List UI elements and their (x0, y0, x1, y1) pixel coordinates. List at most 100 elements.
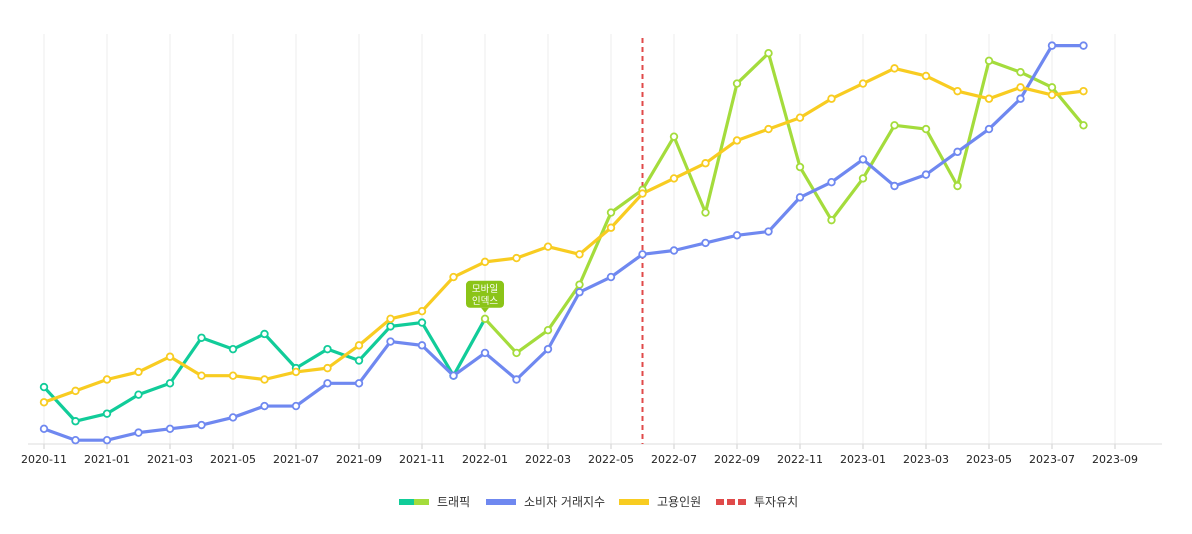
data-point[interactable] (386, 337, 395, 346)
data-point[interactable] (228, 371, 238, 380)
data-point[interactable] (449, 371, 458, 380)
data-point[interactable] (386, 314, 395, 323)
data-point[interactable] (984, 56, 994, 65)
data-point[interactable] (638, 189, 647, 198)
data-point[interactable] (480, 314, 490, 323)
data-point[interactable] (764, 49, 773, 58)
data-point[interactable] (701, 238, 710, 248)
data-point[interactable] (795, 113, 805, 122)
data-point[interactable] (984, 94, 994, 103)
data-point[interactable] (953, 147, 962, 157)
data-point[interactable] (417, 307, 427, 316)
data-point[interactable] (165, 352, 175, 361)
data-point[interactable] (71, 436, 80, 445)
data-point[interactable] (669, 132, 679, 141)
data-point[interactable] (386, 322, 395, 331)
data-point[interactable] (827, 94, 836, 103)
data-point[interactable] (417, 341, 427, 350)
data-point[interactable] (260, 375, 269, 384)
data-point[interactable] (669, 174, 679, 183)
data-point[interactable] (323, 344, 332, 354)
data-point[interactable] (134, 367, 143, 377)
data-point[interactable] (323, 363, 332, 373)
data-point[interactable] (827, 178, 836, 187)
data-point[interactable] (732, 231, 742, 240)
data-point[interactable] (701, 159, 710, 168)
data-point[interactable] (71, 386, 80, 396)
data-point[interactable] (197, 333, 206, 342)
data-point[interactable] (1079, 41, 1088, 50)
data-point[interactable] (575, 280, 584, 289)
data-point[interactable] (134, 390, 143, 399)
legend-item-investment[interactable]: 투자유치 (716, 495, 798, 509)
data-point[interactable] (638, 250, 647, 259)
data-point[interactable] (764, 227, 773, 236)
data-point[interactable] (260, 329, 269, 339)
data-point[interactable] (512, 253, 521, 263)
data-point[interactable] (984, 124, 994, 134)
data-point[interactable] (417, 318, 427, 327)
data-point[interactable] (39, 424, 49, 434)
data-point[interactable] (543, 344, 553, 354)
data-point[interactable] (1016, 67, 1025, 77)
data-point[interactable] (732, 136, 742, 145)
data-point[interactable] (39, 398, 49, 407)
data-point[interactable] (1047, 90, 1057, 100)
data-point[interactable] (543, 325, 553, 335)
data-point[interactable] (606, 223, 616, 232)
data-point[interactable] (953, 86, 962, 96)
legend-item-consumer[interactable]: 소비자 거래지수 (486, 495, 605, 509)
legend-item-traffic[interactable]: 트래픽 (399, 495, 470, 509)
data-point[interactable] (165, 379, 175, 388)
data-point[interactable] (197, 420, 206, 430)
data-point[interactable] (260, 401, 269, 411)
data-point[interactable] (921, 124, 931, 134)
data-point[interactable] (575, 250, 584, 259)
data-point[interactable] (449, 272, 458, 282)
data-point[interactable] (669, 246, 679, 255)
data-point[interactable] (953, 181, 962, 191)
data-point[interactable] (512, 375, 521, 384)
data-point[interactable] (543, 242, 553, 251)
data-point[interactable] (165, 424, 175, 434)
data-point[interactable] (1016, 83, 1025, 92)
data-point[interactable] (1047, 41, 1057, 50)
data-point[interactable] (228, 413, 238, 422)
data-point[interactable] (732, 79, 742, 88)
data-point[interactable] (354, 356, 364, 365)
data-point[interactable] (323, 379, 332, 388)
data-point[interactable] (858, 79, 868, 88)
data-point[interactable] (480, 257, 490, 267)
data-point[interactable] (921, 71, 931, 81)
data-point[interactable] (606, 272, 616, 282)
data-point[interactable] (291, 367, 301, 377)
data-point[interactable] (575, 288, 584, 297)
data-point[interactable] (890, 121, 899, 130)
data-point[interactable] (764, 124, 773, 134)
data-point[interactable] (71, 417, 80, 426)
data-point[interactable] (102, 436, 112, 445)
data-point[interactable] (1079, 86, 1088, 96)
data-point[interactable] (606, 208, 616, 217)
data-point[interactable] (102, 375, 112, 384)
legend-item-employment[interactable]: 고용인원 (619, 495, 701, 509)
data-point[interactable] (890, 64, 899, 73)
data-point[interactable] (39, 382, 49, 392)
data-point[interactable] (1047, 83, 1057, 92)
data-point[interactable] (795, 162, 805, 172)
data-point[interactable] (701, 208, 710, 217)
data-point[interactable] (795, 193, 805, 202)
data-point[interactable] (354, 341, 364, 350)
data-point[interactable] (102, 409, 112, 418)
data-point[interactable] (890, 181, 899, 191)
data-point[interactable] (1016, 94, 1025, 103)
data-point[interactable] (827, 215, 836, 225)
data-point[interactable] (354, 379, 364, 388)
data-point[interactable] (291, 401, 301, 411)
data-point[interactable] (1079, 121, 1088, 130)
data-point[interactable] (134, 428, 143, 437)
data-point[interactable] (197, 371, 206, 380)
data-point[interactable] (921, 170, 931, 179)
data-point[interactable] (228, 344, 238, 354)
data-point[interactable] (512, 348, 521, 358)
